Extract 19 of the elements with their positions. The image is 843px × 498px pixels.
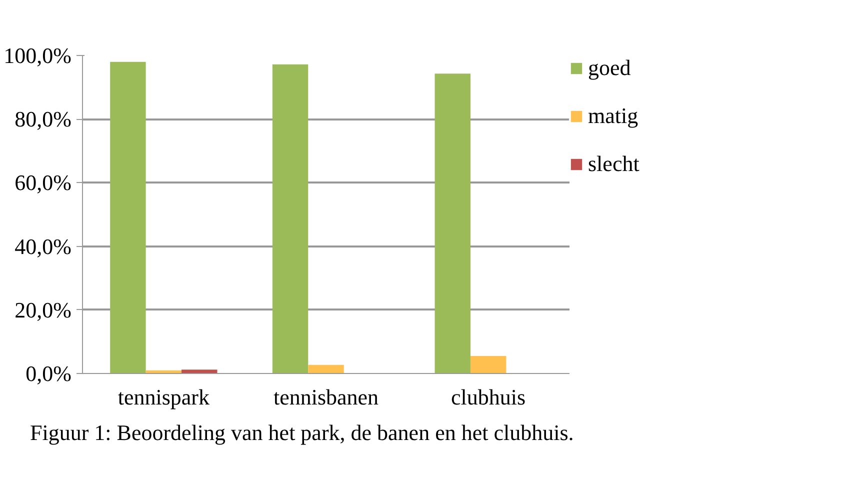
y-tick-label: 40,0% <box>14 234 72 259</box>
y-tick-label: 80,0% <box>14 106 72 132</box>
x-tick-label: tennispark <box>118 384 210 410</box>
x-tick-label: clubhuis <box>451 384 526 410</box>
text: Figuur 1: Beoordeling van het park, de banen en het clubhuis. <box>30 419 574 447</box>
bar <box>434 74 470 374</box>
y-tick-label: 60,0% <box>14 170 72 196</box>
y-tick-label: 0,0% <box>26 361 72 386</box>
legend-label: goed <box>588 55 631 81</box>
bar <box>182 370 218 374</box>
bar <box>470 356 506 374</box>
x-tick-label: tennisbanen <box>273 384 379 410</box>
bar <box>272 64 308 374</box>
y-tick-label: 100,0% <box>4 43 72 68</box>
legend-label: slecht <box>588 151 640 177</box>
bar <box>308 364 344 374</box>
legend-label: matig <box>588 103 638 129</box>
bar <box>110 62 146 374</box>
y-tick-label: 20,0% <box>14 297 72 322</box>
